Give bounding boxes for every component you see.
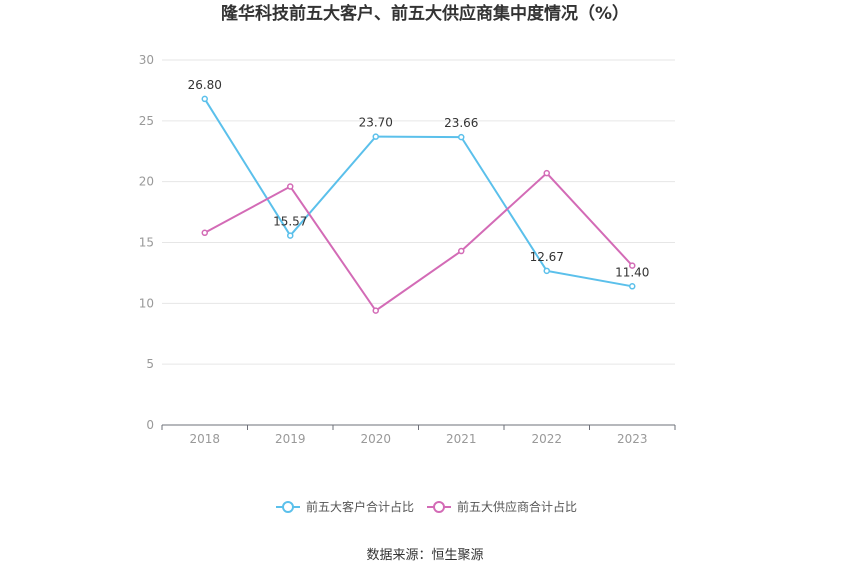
data-point[interactable] bbox=[372, 307, 379, 314]
legend-label: 前五大供应商合计占比 bbox=[457, 499, 577, 514]
legend-label: 前五大客户合计占比 bbox=[306, 499, 414, 514]
y-tick-label: 30 bbox=[139, 53, 154, 67]
x-tick-label: 2023 bbox=[617, 432, 648, 446]
y-tick-label: 5 bbox=[146, 357, 154, 371]
data-label: 23.70 bbox=[359, 116, 393, 130]
y-axis: 0 5 10 15 20 25 30 bbox=[139, 53, 154, 432]
x-tick-label: 2022 bbox=[531, 432, 562, 446]
data-label: 11.40 bbox=[615, 265, 649, 279]
data-point[interactable] bbox=[543, 267, 550, 275]
data-point[interactable] bbox=[458, 133, 465, 141]
legend-marker bbox=[282, 501, 294, 513]
y-tick-label: 0 bbox=[146, 418, 154, 432]
series-group: 26.80 15.57 23.70 23.66 12.67 11.40 bbox=[188, 78, 649, 314]
x-tick-label: 2019 bbox=[275, 432, 306, 446]
data-label: 23.66 bbox=[444, 116, 478, 130]
legend-item-2[interactable]: 前五大供应商合计占比 bbox=[427, 499, 577, 514]
legend-item-1[interactable]: 前五大客户合计占比 bbox=[276, 499, 414, 514]
grid bbox=[162, 59, 675, 365]
data-point[interactable] bbox=[201, 95, 208, 103]
data-point[interactable] bbox=[629, 262, 636, 269]
data-label: 12.67 bbox=[530, 250, 564, 264]
y-tick-label: 20 bbox=[139, 175, 154, 189]
x-tick-label: 2020 bbox=[360, 432, 391, 446]
y-tick-label: 10 bbox=[139, 296, 154, 310]
series-2 bbox=[201, 169, 636, 314]
data-point[interactable] bbox=[372, 133, 379, 140]
legend: 前五大客户合计占比 前五大供应商合计占比 bbox=[276, 499, 577, 514]
series-line bbox=[204, 171, 633, 313]
y-tick-label: 15 bbox=[139, 236, 154, 250]
data-point[interactable] bbox=[287, 232, 294, 239]
data-point[interactable] bbox=[543, 169, 550, 177]
data-point[interactable] bbox=[287, 183, 294, 190]
source-note: 数据来源：恒生聚源 bbox=[366, 548, 483, 563]
data-point[interactable] bbox=[629, 283, 636, 290]
series-1: 26.80 15.57 23.70 23.66 12.67 11.40 bbox=[188, 78, 649, 290]
data-label: 26.80 bbox=[188, 78, 222, 92]
series-line bbox=[203, 98, 633, 288]
x-tick-label: 2018 bbox=[189, 432, 220, 446]
x-tick-label: 2021 bbox=[446, 432, 477, 446]
chart-title: 隆华科技前五大客户、前五大供应商集中度情况（%） bbox=[221, 3, 629, 24]
x-axis: 2018 2019 2020 2021 2022 2023 bbox=[161, 424, 676, 446]
y-tick-label: 25 bbox=[139, 114, 154, 128]
data-label: 15.57 bbox=[273, 215, 307, 229]
data-point[interactable] bbox=[201, 229, 208, 237]
data-point[interactable] bbox=[458, 247, 465, 255]
legend-marker bbox=[433, 501, 445, 513]
